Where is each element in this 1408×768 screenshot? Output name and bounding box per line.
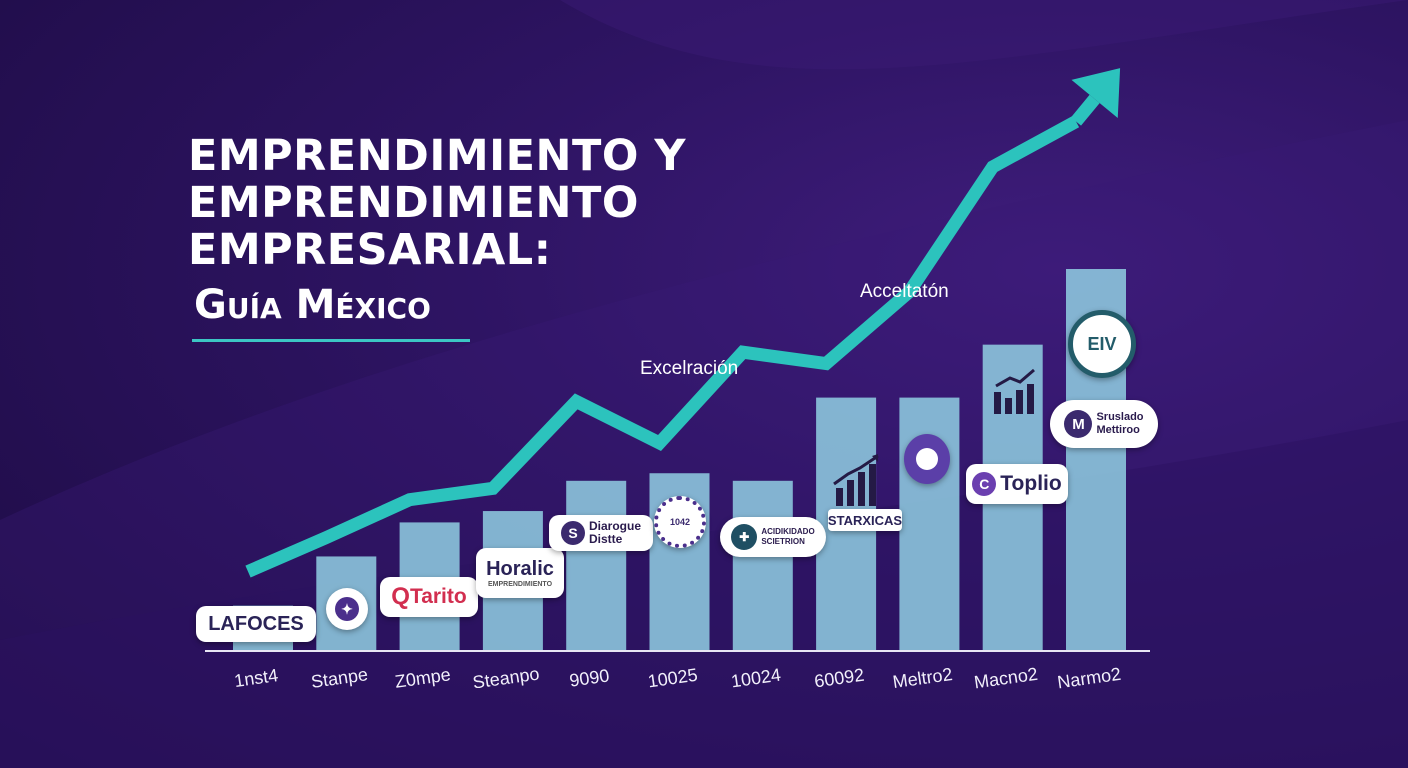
logo-lafoces-text: LAFOCES — [208, 612, 304, 635]
tick-label-1: Stanpe — [310, 664, 369, 692]
trend-arrow-shaft — [1070, 94, 1100, 126]
logo-qtarito-text: Tarito — [409, 585, 467, 608]
subtitle-underline — [192, 339, 470, 342]
tick-labels-layer: 1nst4 Stanpe Z0mpe Steanpo 9090 10025 10024 600… — [233, 663, 1122, 692]
logo-acidikidado: ✚ ACIDIKIDADO SCIETRION — [720, 517, 826, 557]
logo-lafoces: LAFOCES — [196, 606, 316, 642]
logo-stanpe-circle: ✦ — [326, 588, 368, 630]
bar-4 — [566, 480, 627, 651]
tick-label-5: 10025 — [646, 665, 698, 692]
logo-sruslado-line2: Mettiroo — [1096, 424, 1140, 436]
shield-plus-icon: ✦ — [335, 597, 359, 621]
title-block: EMPRENDIMIENTO Y EMPRENDIMIENTO EMPRESAR… — [188, 131, 686, 329]
tick-label-2: Z0mpe — [394, 664, 452, 692]
tick-label-8: Meltro2 — [891, 664, 953, 692]
logo-qtarito-mark: Q — [391, 583, 410, 610]
bar-growth-icon — [833, 454, 879, 506]
logo-sruslado-mark: M — [1064, 410, 1093, 438]
title-line-3: EMPRESARIAL: — [188, 225, 552, 275]
spiral-icon: S — [560, 521, 585, 545]
trend-layer — [245, 68, 1121, 578]
logo-horalic-sub: EMPRENDIMIENTO — [487, 581, 553, 588]
tick-label-6: 10024 — [730, 665, 782, 692]
logo-horalic: Horalic EMPRENDIMIENTO — [476, 548, 564, 598]
logo-acid-line2: SCIETRION — [761, 537, 805, 546]
trend-arrowhead — [1071, 68, 1121, 119]
logo-starxicas-text: STARXICAS — [827, 512, 903, 528]
logo-qtarito: Q Tarito — [380, 577, 478, 617]
tick-label-0: 1nst4 — [233, 665, 279, 691]
logo-eiv-circle: EIV — [1068, 310, 1136, 378]
logo-sruslado: M Sruslado Mettiroo — [1050, 400, 1158, 448]
logo-diarogue-line1: Diarogue — [588, 519, 641, 533]
logo-acid-line1: ACIDIKIDADO — [761, 527, 815, 536]
tick-label-10: Narmo2 — [1056, 664, 1122, 693]
logo-eiv-text: EIV — [1087, 333, 1117, 354]
annotation-excelracion: Excelración — [640, 358, 738, 379]
logo-diarogue-line2: Distte — [588, 532, 623, 546]
title-line-2: EMPRENDIMIENTO — [188, 178, 639, 228]
logo-robot-circle — [904, 434, 950, 484]
logo-toplio-text: Toplio — [1000, 472, 1062, 495]
chart-arrow-icon — [994, 368, 1035, 414]
logo-toplio-mark: C — [972, 472, 997, 496]
logo-toplio: C Toplio — [966, 464, 1068, 504]
tick-label-7: 60092 — [813, 665, 865, 692]
trend-line — [245, 115, 1080, 578]
logo-sruslado-line1: Sruslado — [1096, 411, 1144, 423]
tick-label-4: 9090 — [568, 665, 610, 690]
subtitle: Guía México — [194, 282, 431, 328]
logo-starxicas: STARXICAS — [828, 509, 902, 531]
bar-6 — [732, 480, 793, 651]
logo-1042-text: 1042 — [669, 517, 691, 527]
logo-diarogue: S Diarogue Distte — [549, 515, 653, 551]
logo-1042-circle: 1042 — [654, 496, 706, 548]
molecule-icon: ✚ — [731, 524, 758, 550]
robot-icon — [916, 448, 938, 470]
bars-layer — [233, 269, 1126, 651]
tick-label-9: Macno2 — [973, 664, 1039, 693]
logo-horalic-text: Horalic — [486, 558, 554, 580]
title-line-1: EMPRENDIMIENTO Y — [188, 131, 686, 181]
annotation-acceltaton: Acceltatón — [860, 281, 949, 302]
tick-label-3: Steanpo — [471, 663, 540, 692]
